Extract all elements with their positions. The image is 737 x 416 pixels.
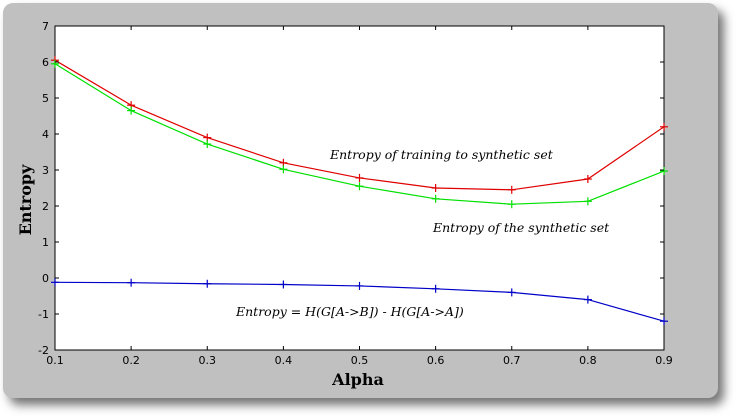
annotation-training-to-synthetic: Entropy of training to synthetic set	[329, 147, 554, 162]
y-tick-label: -1	[38, 308, 49, 321]
y-tick-label: 5	[42, 92, 49, 105]
x-tick-label: 0.6	[427, 354, 445, 367]
data-point	[507, 185, 516, 194]
data-point	[203, 279, 212, 288]
x-tick-label: 0.7	[503, 354, 521, 367]
data-point	[431, 284, 440, 293]
data-point	[279, 165, 288, 174]
data-point	[431, 184, 440, 192]
axis-ticks: 0.1 0.2 0.3 0.4 0.5 0.6 0.7 0.8 0.9 -2 -1 0 1 2 3 4 5 6 7	[38, 20, 673, 367]
data-point	[127, 106, 136, 115]
data-point	[507, 288, 516, 297]
chart-marks	[51, 56, 668, 326]
data-point	[431, 194, 440, 203]
data-point	[51, 278, 59, 287]
x-tick-label: 0.2	[122, 354, 140, 367]
x-tick-label: 0.9	[655, 354, 673, 367]
data-point	[279, 280, 288, 289]
y-tick-label: -2	[38, 344, 49, 357]
annotation-entropy-difference: Entropy = H(G[A->B]) - H(G[A->A])	[235, 304, 464, 319]
y-tick-label: 2	[42, 200, 49, 213]
data-point	[355, 173, 364, 182]
data-point	[660, 122, 668, 131]
y-tick-label: 1	[42, 236, 49, 249]
data-point	[583, 197, 592, 206]
data-point	[127, 278, 136, 287]
data-point	[660, 317, 668, 326]
data-point	[203, 140, 212, 149]
data-point	[51, 59, 59, 68]
y-tick-label: 7	[42, 20, 49, 33]
x-tick-label: 0.8	[579, 354, 597, 367]
y-tick-label: 3	[42, 164, 49, 177]
annotation-synthetic-set: Entropy of the synthetic set	[432, 220, 610, 235]
x-tick-label: 0.5	[351, 354, 369, 367]
x-axis-title: Alpha	[331, 370, 384, 389]
data-point	[660, 167, 668, 176]
x-tick-label: 0.3	[199, 354, 217, 367]
x-tick-label: 0.4	[275, 354, 293, 367]
data-point	[507, 200, 516, 209]
y-tick-label: 4	[42, 128, 49, 141]
x-tick-label: 0.1	[46, 354, 64, 367]
data-point	[355, 182, 364, 191]
y-tick-label: 0	[42, 272, 49, 285]
y-tick-label: 6	[42, 56, 49, 69]
data-point	[583, 175, 592, 183]
data-point	[583, 295, 592, 304]
y-axis-title: Entropy	[16, 164, 35, 236]
data-point	[355, 281, 364, 290]
